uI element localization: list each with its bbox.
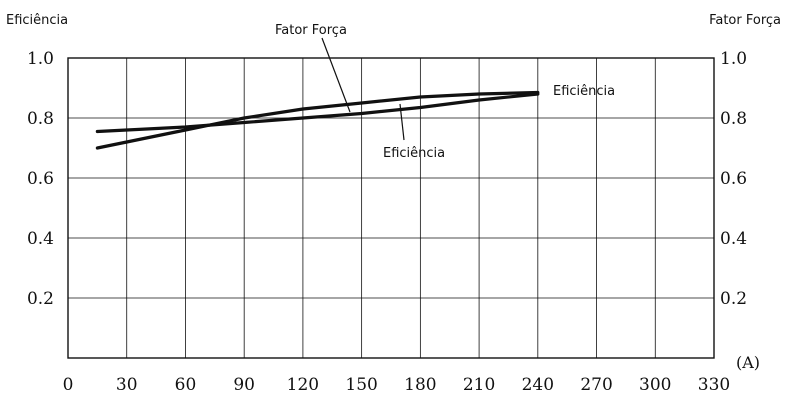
plot-frame bbox=[67, 57, 715, 359]
annotation-eficiencia-end: Eficiência bbox=[553, 84, 615, 99]
series-layer bbox=[95, 90, 540, 150]
y-tick-label-right: 0.4 bbox=[720, 229, 747, 249]
annotation-fator-forca: Fator Força bbox=[275, 23, 347, 38]
y-tick-label-left: 0.4 bbox=[27, 229, 54, 249]
y-tick-label-right: 0.2 bbox=[720, 289, 747, 309]
x-tick-label: 180 bbox=[404, 375, 436, 393]
x-tick-label: 60 bbox=[175, 375, 197, 393]
series-line-eficiencia bbox=[95, 92, 540, 134]
x-tick-label: 150 bbox=[345, 375, 377, 393]
fator-forca-leader bbox=[321, 37, 351, 113]
y-tick-label-left: 0.8 bbox=[27, 109, 54, 129]
x-tick-label: 120 bbox=[287, 375, 319, 393]
grid-lines bbox=[68, 58, 714, 358]
x-tick-label: 270 bbox=[580, 375, 612, 393]
y-tick-label-right: 1.0 bbox=[720, 49, 747, 69]
y-tick-labels: 0.2 0.2 0.4 0.4 0.6 0.6 0.8 0.8 1.0 1.0 bbox=[27, 49, 747, 309]
y-tick-label-left: 0.2 bbox=[27, 289, 54, 309]
x-tick-label: 300 bbox=[639, 375, 671, 393]
x-tick-label: 330 bbox=[698, 375, 730, 393]
y-tick-label-right: 0.8 bbox=[720, 109, 747, 129]
annotation-eficiencia-mid: Eficiência bbox=[383, 146, 445, 161]
x-tick-label: 0 bbox=[63, 375, 74, 393]
eficiencia-leader bbox=[399, 103, 405, 141]
right-axis-label: Fator Força bbox=[709, 13, 781, 28]
y-tick-label-left: 0.6 bbox=[27, 169, 54, 189]
x-tick-label: 240 bbox=[522, 375, 554, 393]
left-axis-label: Eficiência bbox=[6, 13, 68, 28]
series-line-fator-forca bbox=[95, 90, 540, 150]
y-tick-label-left: 1.0 bbox=[27, 49, 54, 69]
x-tick-labels: 0 30 60 90 120 150 180 210 240 270 300 330 bbox=[63, 375, 731, 393]
x-tick-label: 30 bbox=[116, 375, 138, 393]
y-tick-label-right: 0.6 bbox=[720, 169, 747, 189]
x-unit-label: (A) bbox=[736, 353, 760, 372]
x-tick-label: 210 bbox=[463, 375, 495, 393]
x-tick-label: 90 bbox=[233, 375, 255, 393]
